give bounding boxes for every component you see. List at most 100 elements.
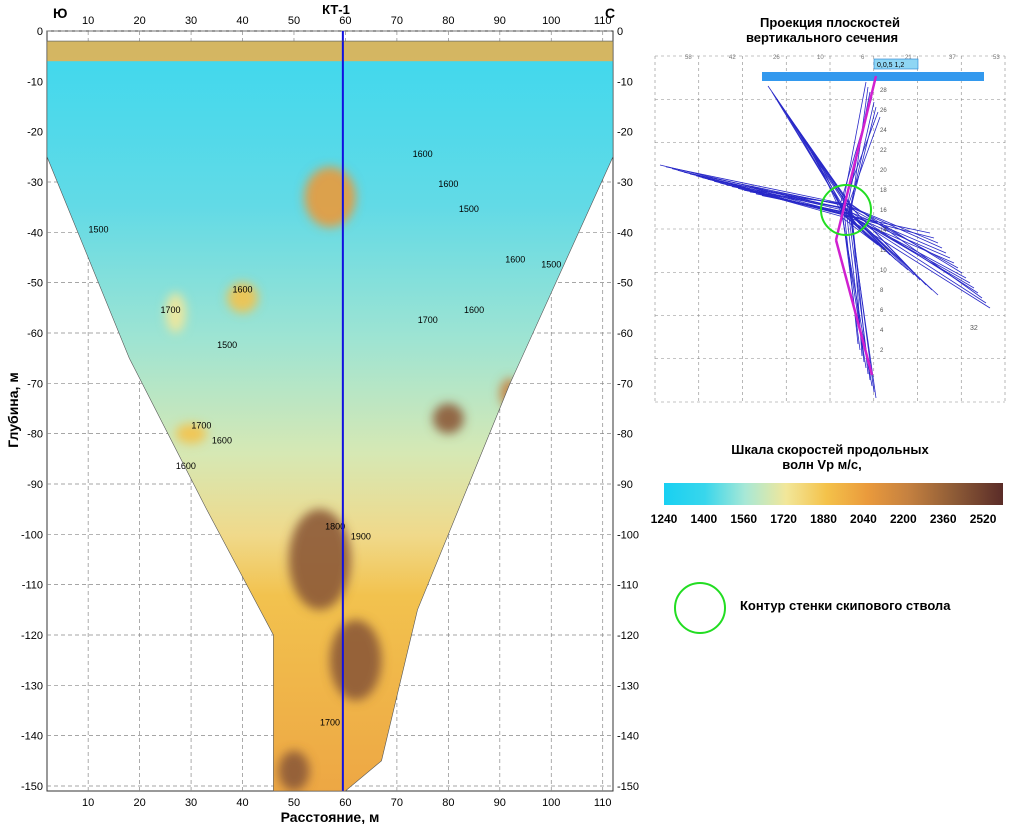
y-tick-label-right: 0 (617, 26, 623, 38)
projection-depth-label: 12 (880, 248, 887, 254)
velocity-section (47, 41, 613, 792)
x-tick-label-top: 70 (391, 15, 403, 27)
x-tick-label-bottom: 80 (442, 797, 454, 809)
contour-label: 1600 (464, 305, 484, 315)
velocity-anomaly (278, 750, 310, 791)
projection-depth-label: 4 (880, 328, 884, 334)
projection-depth-label: 18 (880, 188, 887, 194)
y-tick-label-left: -150 (21, 781, 43, 793)
projection-tick: 58 (685, 55, 692, 61)
y-tick-label-left: -110 (22, 580, 43, 592)
projection-ray (843, 209, 859, 345)
y-tick-label-right: -100 (617, 529, 639, 541)
y-tick-label-right: -120 (617, 630, 639, 642)
projection-depth-label: 8 (880, 288, 884, 294)
projection-ray (779, 103, 851, 205)
color-scale-tick-label: 1560 (730, 512, 757, 526)
corner-left-label: Ю (53, 5, 67, 21)
projection-ray (845, 215, 909, 271)
x-tick-label-top: 40 (236, 15, 248, 27)
projection-edge-label: 32 (970, 325, 978, 332)
projection-depth-label: 24 (880, 128, 887, 134)
y-tick-label-left: 0 (37, 26, 43, 38)
contour-label: 1600 (505, 255, 525, 265)
plot-axes: 10 10 20 20 30 30 40 40 50 50 60 60 70 70 80 80 90 90 100 1… (21, 15, 639, 809)
contour-label: 1700 (160, 305, 180, 315)
color-scale-tick-label: 2040 (850, 512, 877, 526)
contour-label: 1700 (320, 718, 340, 728)
projection-ray (665, 166, 846, 205)
contour-label: 1600 (438, 179, 458, 189)
projection-ray (815, 157, 843, 214)
color-scale-ticks: 1240 1400 1560 1720 1880 2040 2200 2360 2520 (651, 512, 997, 526)
projection-fan (659, 81, 991, 399)
shaft-contour-legend-label: Контур стенки скипового ствола (740, 598, 951, 613)
projection-tick: 26 (773, 55, 780, 61)
contour-label: 1600 (176, 461, 196, 471)
contour-labels: 1500170016001500160016001500160015001600… (88, 149, 561, 728)
x-tick-label-bottom: 70 (391, 797, 403, 809)
y-tick-label-right: -80 (617, 429, 633, 441)
corner-right-label: С (605, 5, 615, 21)
projection-ray (843, 203, 943, 249)
x-tick-label-bottom: 50 (288, 797, 300, 809)
x-tick-label-top: 100 (542, 15, 560, 27)
y-tick-label-left: -120 (21, 630, 43, 642)
projection-depth-label: 28 (880, 88, 887, 94)
projection-tick: 37 (949, 55, 956, 61)
color-scale-bar (664, 483, 1003, 505)
x-tick-label-top: 30 (185, 15, 197, 27)
contour-label: 1500 (217, 340, 237, 350)
x-axis-title: Расстояние, м (281, 809, 380, 824)
projection-ray (848, 106, 877, 216)
color-scale-tick-label: 2200 (890, 512, 917, 526)
y-tick-label-left: -50 (27, 278, 43, 290)
velocity-anomaly (227, 282, 258, 313)
velocity-anomaly (165, 292, 186, 333)
projection-ray (755, 193, 852, 214)
projection-tick: 42 (729, 55, 736, 61)
y-tick-label-left: -70 (27, 378, 43, 390)
projection-blue-bar (762, 72, 984, 81)
projection-ray (846, 214, 931, 234)
color-scale-tick-label: 1400 (691, 512, 718, 526)
y-tick-label-right: -40 (617, 227, 633, 239)
projection-tick: 10 (817, 55, 824, 61)
contour-label: 1600 (212, 436, 232, 446)
x-tick-label-bottom: 60 (339, 797, 351, 809)
projection-title: Проекция плоскостей вертикального сечения (746, 15, 900, 45)
projection-panel: 58 42 26 10 6 21 37 530,0,5 1,22826242220181614… (654, 55, 1006, 403)
contour-label: 1500 (459, 204, 479, 214)
x-tick-label-top: 50 (288, 15, 300, 27)
projection-depth-label: 2 (880, 348, 884, 354)
contour-label: 1900 (351, 531, 371, 541)
color-scale-tick-label: 2520 (970, 512, 997, 526)
projection-ray (731, 186, 847, 209)
projection-ray (843, 210, 987, 304)
projection-plane-line (834, 239, 874, 376)
projection-ray (840, 81, 867, 216)
projection-depth-label: 14 (880, 228, 887, 234)
contour-label: 1600 (413, 149, 433, 159)
section-outline (46, 40, 614, 792)
projection-depth-label: 16 (880, 208, 887, 214)
velocity-anomaly (432, 403, 464, 434)
x-tick-label-top: 60 (339, 15, 351, 27)
projection-ray (840, 213, 955, 264)
x-tick-label-bottom: 20 (133, 797, 145, 809)
x-tick-label-bottom: 90 (494, 797, 506, 809)
projection-tick: 53 (993, 55, 1000, 61)
velocity-anomaly (304, 166, 356, 228)
y-axis-title: Глубина, м (5, 372, 21, 447)
y-tick-label-right: -70 (617, 378, 633, 390)
velocity-anomaly (288, 509, 351, 610)
borehole-label: КТ-1 (322, 2, 350, 17)
y-tick-label-right: -20 (617, 127, 633, 139)
projection-ray (849, 101, 875, 211)
y-tick-label-left: -90 (27, 479, 43, 491)
y-tick-label-left: -40 (27, 227, 43, 239)
y-tick-label-right: -30 (617, 177, 633, 189)
projection-depth-label: 26 (880, 108, 887, 114)
contour-label: 1700 (418, 315, 438, 325)
